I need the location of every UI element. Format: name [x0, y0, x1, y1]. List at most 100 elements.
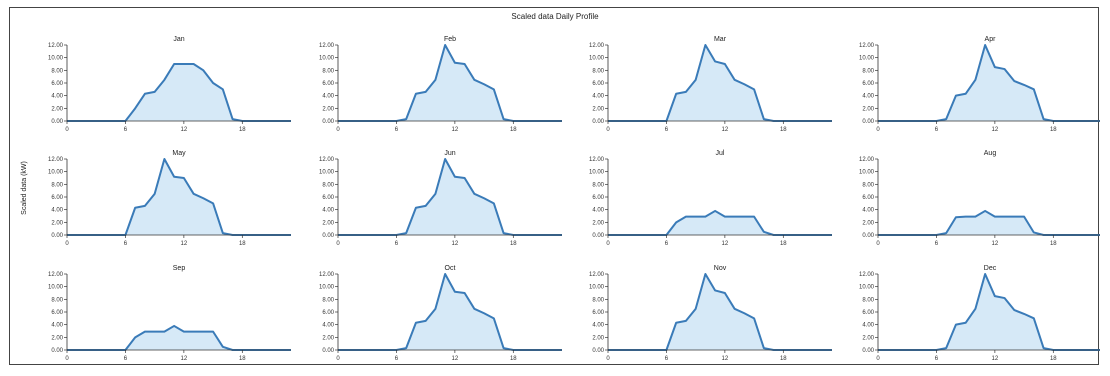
x-tick-label: 12: [452, 241, 459, 247]
area-fill: [338, 159, 562, 235]
x-tick-label: 18: [510, 241, 517, 247]
x-tick-label: 0: [876, 241, 880, 247]
y-tick-label: 2.00: [862, 335, 874, 341]
y-tick-label: 10.00: [48, 285, 64, 291]
x-tick-label: 6: [665, 241, 669, 247]
area-fill: [338, 274, 562, 350]
panel-title: Jan: [173, 36, 184, 43]
x-tick-label: 12: [722, 127, 729, 133]
y-tick-label: 10.00: [859, 285, 875, 291]
y-tick-label: 2.00: [592, 335, 604, 341]
y-tick-label: 2.00: [51, 220, 63, 226]
x-tick-label: 6: [935, 356, 939, 362]
y-tick-label: 2.00: [322, 220, 334, 226]
x-tick-label: 6: [395, 356, 399, 362]
area-fill: [608, 274, 832, 350]
y-tick-label: 8.00: [51, 68, 63, 74]
y-tick-label: 4.00: [322, 208, 334, 214]
y-tick-label: 4.00: [592, 94, 604, 100]
y-tick-label: 4.00: [322, 94, 334, 100]
y-tick-label: 12.00: [48, 157, 64, 163]
y-tick-label: 4.00: [862, 208, 874, 214]
y-tick-label: 12.00: [859, 157, 875, 163]
y-tick-label: 2.00: [51, 106, 63, 112]
y-tick-label: 12.00: [319, 43, 335, 49]
y-tick-label: 6.00: [51, 310, 63, 316]
y-tick-label: 0.00: [322, 348, 334, 354]
panel-may: May 0.00 2.00 4.00 6.00 8.00 10.00 12.00 0 6 12 18: [48, 150, 291, 247]
y-tick-label: 8.00: [51, 182, 63, 188]
y-tick-label: 0.00: [862, 119, 874, 125]
y-tick-label: 8.00: [862, 68, 874, 74]
y-tick-label: 2.00: [322, 106, 334, 112]
y-tick-label: 4.00: [51, 208, 63, 214]
x-tick-label: 18: [510, 127, 517, 133]
x-tick-label: 18: [780, 356, 787, 362]
x-tick-label: 12: [992, 356, 999, 362]
y-tick-label: 8.00: [322, 297, 334, 303]
y-tick-label: 8.00: [862, 182, 874, 188]
panel-jan: Jan 0.00 2.00 4.00 6.00 8.00 10.00 12.00 0 6 12 18: [48, 36, 291, 133]
y-tick-label: 8.00: [51, 297, 63, 303]
y-tick-label: 6.00: [862, 81, 874, 87]
x-tick-label: 0: [606, 241, 610, 247]
x-tick-label: 6: [124, 241, 128, 247]
y-tick-label: 0.00: [862, 233, 874, 239]
area-fill: [67, 64, 291, 121]
area-fill: [338, 45, 562, 121]
y-tick-label: 12.00: [319, 272, 335, 278]
panel-title: Oct: [445, 265, 456, 272]
y-tick-label: 12.00: [319, 157, 335, 163]
y-tick-label: 10.00: [859, 56, 875, 62]
y-tick-label: 2.00: [862, 220, 874, 226]
y-tick-label: 12.00: [589, 157, 605, 163]
y-tick-label: 0.00: [322, 119, 334, 125]
chart-title: Scaled data Daily Profile: [511, 12, 599, 21]
panel-title: Apr: [985, 36, 997, 43]
x-tick-label: 18: [780, 241, 787, 247]
panel-feb: Feb 0.00 2.00 4.00 6.00 8.00 10.00 12.00 0 6 12 18: [319, 36, 562, 133]
x-tick-label: 6: [124, 127, 128, 133]
x-tick-label: 18: [239, 356, 246, 362]
y-tick-label: 12.00: [859, 43, 875, 49]
x-tick-label: 18: [1050, 127, 1057, 133]
panel-mar: Mar 0.00 2.00 4.00 6.00 8.00 10.00 12.00 0 6 12 18: [589, 36, 832, 133]
x-tick-label: 6: [395, 241, 399, 247]
panel-apr: Apr 0.00 2.00 4.00 6.00 8.00 10.00 12.00 0 6 12 18: [859, 36, 1100, 133]
y-tick-label: 10.00: [589, 56, 605, 62]
y-tick-label: 2.00: [592, 106, 604, 112]
y-tick-label: 0.00: [322, 233, 334, 239]
y-tick-label: 10.00: [319, 56, 335, 62]
y-tick-label: 10.00: [589, 170, 605, 176]
panel-title: Nov: [714, 265, 727, 272]
y-tick-label: 6.00: [592, 310, 604, 316]
y-tick-label: 8.00: [862, 297, 874, 303]
x-tick-label: 0: [336, 356, 340, 362]
x-tick-label: 12: [722, 356, 729, 362]
y-tick-label: 0.00: [592, 119, 604, 125]
x-tick-label: 0: [336, 241, 340, 247]
x-tick-label: 18: [1050, 241, 1057, 247]
y-tick-label: 12.00: [589, 43, 605, 49]
panel-aug: Aug 0.00 2.00 4.00 6.00 8.00 10.00 12.00 0 6 12 18: [859, 150, 1100, 247]
x-tick-label: 18: [510, 356, 517, 362]
y-tick-label: 0.00: [592, 348, 604, 354]
x-tick-label: 18: [780, 127, 787, 133]
chart-frame: Scaled data Daily Profile Scaled data (k…: [9, 7, 1100, 365]
x-tick-label: 6: [124, 356, 128, 362]
y-tick-label: 10.00: [859, 170, 875, 176]
x-tick-label: 12: [181, 241, 188, 247]
x-tick-label: 12: [722, 241, 729, 247]
y-tick-label: 10.00: [319, 170, 335, 176]
x-tick-label: 0: [606, 356, 610, 362]
y-tick-label: 10.00: [48, 170, 64, 176]
y-tick-label: 6.00: [862, 310, 874, 316]
x-tick-label: 18: [239, 241, 246, 247]
panel-title: Aug: [984, 150, 997, 157]
y-tick-label: 6.00: [51, 195, 63, 201]
y-tick-label: 2.00: [322, 335, 334, 341]
panel-jul: Jul 0.00 2.00 4.00 6.00 8.00 10.00 12.00 0 6 12 18: [589, 150, 832, 247]
x-tick-label: 0: [606, 127, 610, 133]
y-tick-label: 4.00: [592, 208, 604, 214]
area-fill: [608, 210, 832, 235]
